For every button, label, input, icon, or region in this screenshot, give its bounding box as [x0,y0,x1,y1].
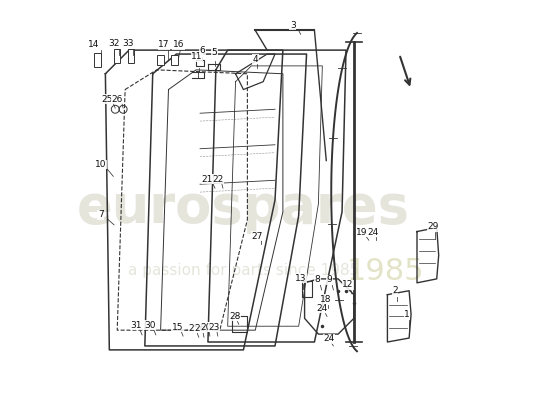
Text: 28: 28 [229,312,240,321]
Text: 10: 10 [95,160,106,169]
Text: 11: 11 [191,52,202,61]
Text: 26: 26 [194,324,206,333]
Text: 33: 33 [123,39,134,48]
Text: 27: 27 [251,232,263,241]
Text: 14: 14 [88,40,99,50]
Text: 2: 2 [392,286,398,295]
Bar [114,49,120,63]
Text: 6: 6 [200,46,205,55]
Text: 24: 24 [367,228,378,237]
Bar [157,55,164,65]
Bar [128,49,134,63]
Bar [171,55,178,65]
Text: 22: 22 [212,174,223,184]
Text: 16: 16 [173,40,184,50]
Text: 32: 32 [108,39,120,48]
Text: 25: 25 [189,324,200,333]
Text: 1985: 1985 [346,256,424,286]
Text: 19: 19 [356,228,367,237]
Text: 17: 17 [158,40,169,50]
Text: 29: 29 [427,222,438,231]
Text: 9: 9 [327,275,332,284]
Text: 13: 13 [295,274,306,282]
Text: 24: 24 [316,304,327,313]
Text: 3: 3 [290,21,296,30]
Text: 23: 23 [208,322,219,332]
Text: 8: 8 [315,275,321,284]
Text: 1: 1 [404,310,410,319]
Text: 26: 26 [112,95,123,104]
Text: 4: 4 [252,55,258,64]
Bar [95,53,101,67]
Text: 21: 21 [201,174,213,184]
Text: a passion for parts since 1985: a passion for parts since 1985 [128,264,359,278]
Text: 30: 30 [144,321,156,330]
Text: 20: 20 [200,322,212,332]
Text: 18: 18 [320,295,331,304]
Text: 7: 7 [98,210,103,220]
Text: 15: 15 [172,322,183,332]
Text: 25: 25 [102,95,113,104]
Text: 31: 31 [130,321,142,330]
Text: 5: 5 [211,48,217,57]
Text: eurospares: eurospares [77,182,410,234]
Text: 12: 12 [342,280,354,289]
Text: 24: 24 [323,334,334,343]
